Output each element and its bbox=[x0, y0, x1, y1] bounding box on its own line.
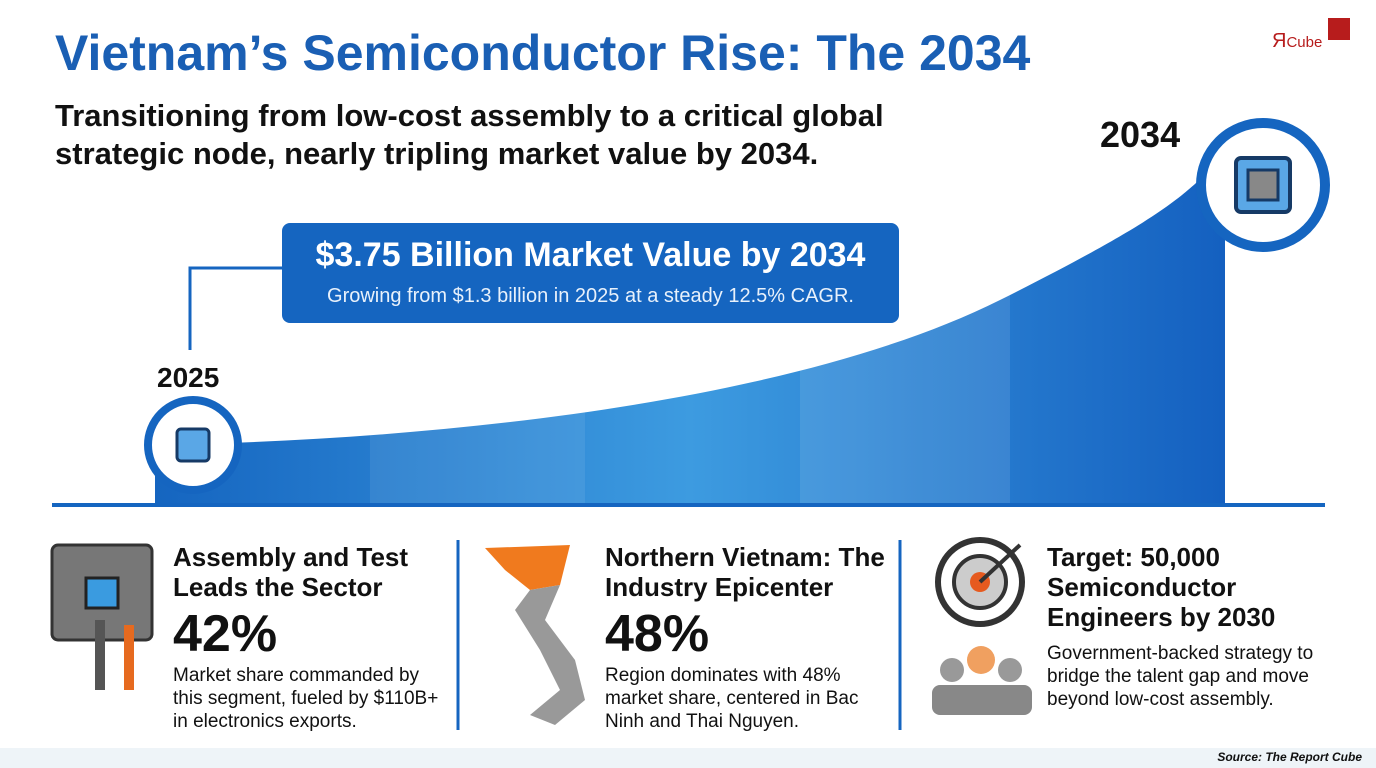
logo-text: Cube bbox=[1286, 34, 1323, 51]
subtitle: Transitioning from low-cost assembly to … bbox=[55, 98, 884, 171]
stat-value: 42% bbox=[173, 605, 278, 663]
stat-value: 48% bbox=[605, 605, 710, 663]
stat-title: Assembly and Test Leads the Sector bbox=[173, 542, 409, 602]
footer-bar bbox=[0, 748, 1376, 768]
stat-title: Target: 50,000 Semiconductor Engineers b… bbox=[1047, 542, 1276, 632]
logo-mark: Я bbox=[1272, 30, 1287, 52]
start-node bbox=[144, 396, 242, 494]
stat-description: Market share commanded by this segment, … bbox=[173, 665, 439, 732]
vietnam-map-icon bbox=[485, 545, 585, 725]
stat-description: Government-backed strategy to bridge the… bbox=[1047, 643, 1314, 710]
team-icon bbox=[932, 646, 1032, 715]
growth-curve bbox=[155, 150, 1225, 510]
start-year: 2025 bbox=[157, 362, 220, 393]
callout-box bbox=[282, 223, 899, 323]
logo-cube bbox=[1328, 18, 1350, 40]
end-year: 2034 bbox=[1100, 114, 1181, 155]
stat-description: Region dominates with 48% market share, … bbox=[605, 665, 859, 732]
connector bbox=[188, 266, 282, 350]
title: Vietnam’s Semiconductor Rise: The 2034 bbox=[55, 25, 1031, 81]
end-node bbox=[1196, 118, 1330, 252]
logo: ЯCube bbox=[1272, 30, 1322, 53]
callout-detail: Growing from $1.3 billion in 2025 at a s… bbox=[327, 285, 854, 307]
source: Source: The Report Cube bbox=[1217, 750, 1362, 764]
chip-icon bbox=[50, 543, 154, 690]
callout-headline: $3.75 Billion Market Value by 2034 bbox=[315, 236, 866, 274]
stat-title: Northern Vietnam: The Industry Epicenter bbox=[605, 542, 885, 602]
target-icon bbox=[935, 537, 1025, 627]
